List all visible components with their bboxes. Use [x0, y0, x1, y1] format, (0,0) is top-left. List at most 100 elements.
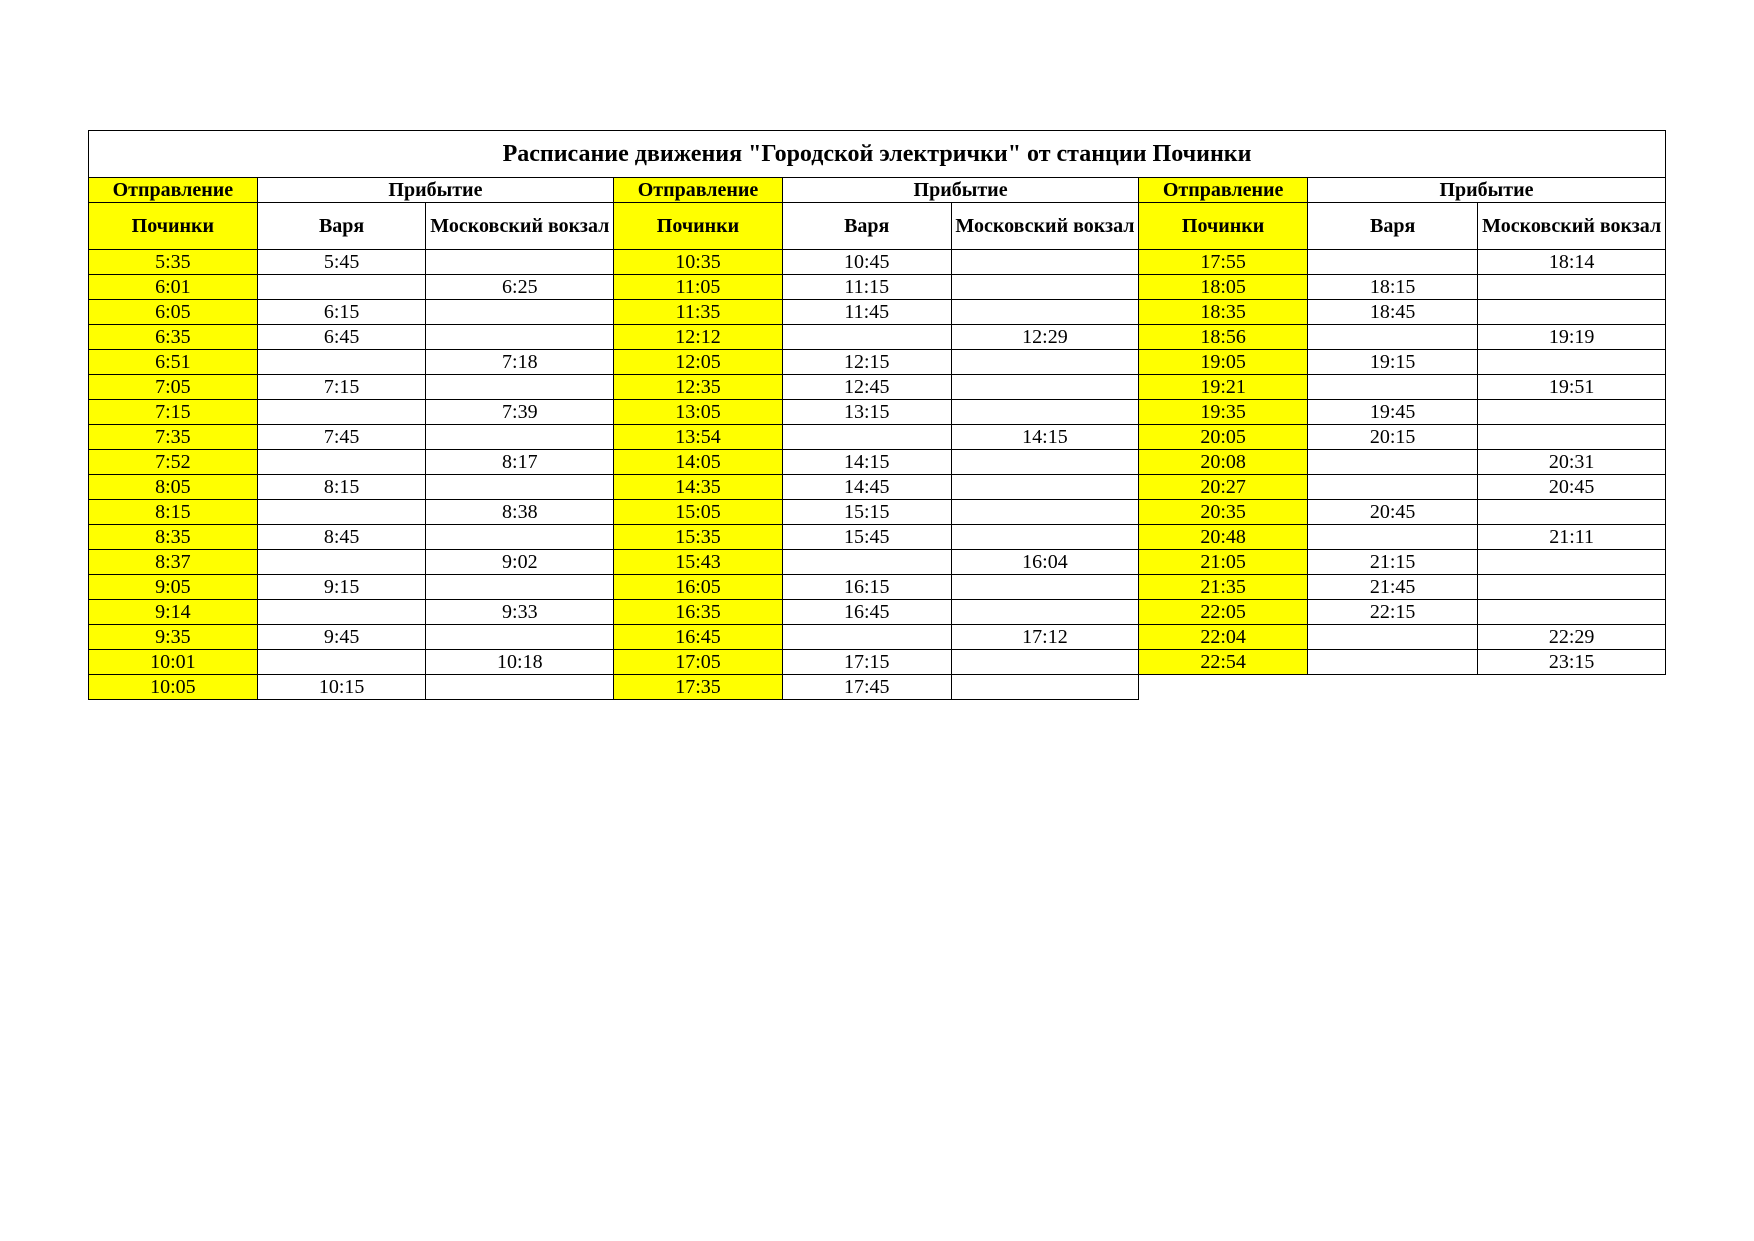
table-cell: 15:45 [782, 525, 951, 550]
table-cell: 10:35 [614, 250, 783, 275]
header-moskovsky-2: Московский вокзал [951, 203, 1139, 250]
table-cell [951, 525, 1139, 550]
table-cell: 14:45 [782, 475, 951, 500]
table-cell: 18:14 [1478, 250, 1666, 275]
table-cell: 6:35 [89, 325, 258, 350]
table-cell [951, 300, 1139, 325]
table-cell: 6:51 [89, 350, 258, 375]
table-cell: 14:05 [614, 450, 783, 475]
table-cell: 17:05 [614, 650, 783, 675]
schedule-body: 5:355:4510:3510:4517:5518:146:016:2511:0… [89, 250, 1666, 700]
table-cell: 20:48 [1139, 525, 1308, 550]
table-cell [1478, 275, 1666, 300]
table-cell [951, 600, 1139, 625]
table-cell: 9:15 [257, 575, 426, 600]
table-cell: 21:05 [1139, 550, 1308, 575]
table-cell [257, 450, 426, 475]
table-cell: 22:05 [1139, 600, 1308, 625]
table-cell [951, 475, 1139, 500]
table-cell [257, 600, 426, 625]
header-pochinki-3: Починки [1139, 203, 1308, 250]
table-cell: 20:31 [1478, 450, 1666, 475]
table-cell [1478, 500, 1666, 525]
table-cell: 17:45 [782, 675, 951, 700]
table-cell [1478, 600, 1666, 625]
table-cell: 17:15 [782, 650, 951, 675]
table-row: 9:059:1516:0516:1521:3521:45 [89, 575, 1666, 600]
table-cell [951, 450, 1139, 475]
table-cell: 8:15 [257, 475, 426, 500]
table-cell: 8:45 [257, 525, 426, 550]
table-cell [426, 425, 614, 450]
table-cell: 8:38 [426, 500, 614, 525]
table-cell: 14:15 [951, 425, 1139, 450]
table-row: 7:057:1512:3512:4519:2119:51 [89, 375, 1666, 400]
table-row: 6:016:2511:0511:1518:0518:15 [89, 275, 1666, 300]
table-cell [1307, 325, 1477, 350]
table-cell: 18:15 [1307, 275, 1477, 300]
header-row-2: Починки Варя Московский вокзал Починки В… [89, 203, 1666, 250]
table-cell: 22:29 [1478, 625, 1666, 650]
table-cell: 8:35 [89, 525, 258, 550]
table-cell: 18:35 [1139, 300, 1308, 325]
table-cell: 7:18 [426, 350, 614, 375]
table-cell: 17:55 [1139, 250, 1308, 275]
table-cell: 5:35 [89, 250, 258, 275]
table-cell: 16:35 [614, 600, 783, 625]
table-cell: 18:05 [1139, 275, 1308, 300]
table-cell: 7:15 [257, 375, 426, 400]
table-cell: 6:05 [89, 300, 258, 325]
table-cell: 8:05 [89, 475, 258, 500]
table-cell: 9:02 [426, 550, 614, 575]
table-cell: 20:15 [1307, 425, 1477, 450]
table-cell: 22:04 [1139, 625, 1308, 650]
table-cell: 10:05 [89, 675, 258, 700]
table-cell: 15:05 [614, 500, 783, 525]
table-cell: 20:35 [1139, 500, 1308, 525]
table-row: 6:356:4512:1212:2918:5619:19 [89, 325, 1666, 350]
table-cell: 14:35 [614, 475, 783, 500]
table-cell: 22:54 [1139, 650, 1308, 675]
table-row: 10:01 10:1817:0517:15 22:54 23:15 [89, 650, 1666, 675]
table-cell: 16:15 [782, 575, 951, 600]
table-cell: 5:45 [257, 250, 426, 275]
table-cell [426, 325, 614, 350]
table-cell [951, 350, 1139, 375]
table-cell: 15:43 [614, 550, 783, 575]
table-cell: 16:45 [782, 600, 951, 625]
table-cell [951, 500, 1139, 525]
table-cell [1478, 400, 1666, 425]
table-cell [426, 250, 614, 275]
table-cell: 16:05 [614, 575, 783, 600]
table-cell: 20:45 [1307, 500, 1477, 525]
table-title: Расписание движения "Городской электричк… [89, 131, 1666, 178]
header-departure-2: Отправление [614, 178, 783, 203]
table-cell: 20:08 [1139, 450, 1308, 475]
table-cell: 21:35 [1139, 575, 1308, 600]
table-cell [426, 475, 614, 500]
table-cell [1307, 475, 1477, 500]
table-cell: 9:35 [89, 625, 258, 650]
table-cell: 23:15 [1478, 650, 1666, 675]
table-cell: 7:45 [257, 425, 426, 450]
table-cell: 10:01 [89, 650, 258, 675]
table-cell [426, 525, 614, 550]
header-arrival-1: Прибытие [257, 178, 613, 203]
table-cell: 18:45 [1307, 300, 1477, 325]
table-cell: 10:18 [426, 650, 614, 675]
table-cell [426, 675, 614, 700]
table-cell: 13:54 [614, 425, 783, 450]
table-cell: 11:15 [782, 275, 951, 300]
table-cell: 8:15 [89, 500, 258, 525]
table-cell: 12:15 [782, 350, 951, 375]
table-cell [951, 575, 1139, 600]
table-cell [426, 375, 614, 400]
table-cell: 9:45 [257, 625, 426, 650]
table-row: 7:528:1714:0514:1520:0820:31 [89, 450, 1666, 475]
table-cell: 7:52 [89, 450, 258, 475]
table-cell [782, 425, 951, 450]
table-cell [1307, 525, 1477, 550]
table-row: 9:359:4516:4517:1222:0422:29 [89, 625, 1666, 650]
table-cell: 19:35 [1139, 400, 1308, 425]
header-varya-3: Варя [1307, 203, 1477, 250]
